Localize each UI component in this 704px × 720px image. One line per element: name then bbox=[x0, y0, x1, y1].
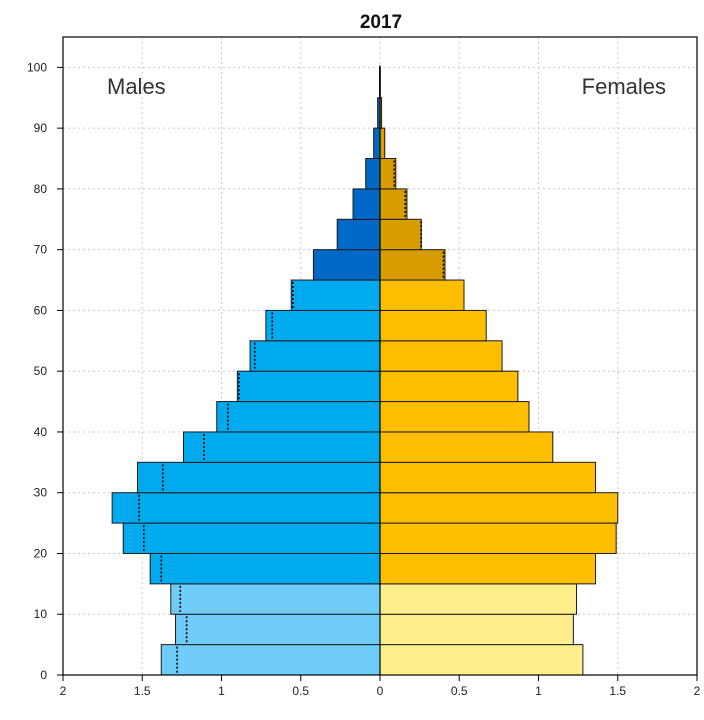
y-tick-label: 0 bbox=[40, 668, 47, 682]
y-axis-ticks: 0 10 20 30 40 50 60 70 80 90 100 bbox=[27, 60, 63, 682]
y-tick-label: 50 bbox=[34, 364, 48, 378]
male-bar-10-14 bbox=[170, 583, 381, 615]
females-label: Females bbox=[582, 74, 666, 99]
x-tick-label: 1 bbox=[218, 684, 225, 698]
female-bar-65-69 bbox=[379, 249, 446, 281]
female-bar-40-44 bbox=[379, 401, 530, 433]
male-bar-75-79 bbox=[352, 188, 381, 220]
male-bar-80-84 bbox=[365, 158, 381, 190]
female-bar-45-49 bbox=[379, 370, 519, 403]
female-bar-15-19 bbox=[379, 552, 597, 585]
y-tick-label: 40 bbox=[34, 425, 48, 439]
male-bar-70-74 bbox=[336, 218, 381, 251]
female-bar-75-79 bbox=[379, 188, 408, 220]
x-tick-label: 1.5 bbox=[134, 684, 151, 698]
male-bar-55-59 bbox=[265, 309, 381, 342]
male-bar-0-4 bbox=[160, 644, 381, 676]
male-bar-5-9 bbox=[175, 613, 381, 646]
male-bar-15-19 bbox=[149, 552, 381, 585]
x-tick-label: 0 bbox=[377, 684, 384, 698]
y-tick-label: 90 bbox=[34, 121, 48, 135]
male-bar-25-29 bbox=[111, 492, 381, 524]
female-bar-50-54 bbox=[379, 340, 503, 372]
female-bar-35-39 bbox=[379, 431, 554, 463]
reference-markers bbox=[138, 160, 445, 673]
males-label: Males bbox=[107, 74, 166, 99]
female-bar-10-14 bbox=[379, 583, 578, 615]
x-tick-label: 0.5 bbox=[292, 684, 309, 698]
male-bar-30-34 bbox=[136, 461, 381, 494]
male-bar-85-89 bbox=[373, 127, 381, 160]
female-bar-30-34 bbox=[379, 461, 597, 494]
y-tick-label: 30 bbox=[34, 486, 48, 500]
female-bar-60-64 bbox=[379, 279, 465, 311]
x-tick-label: 2 bbox=[60, 684, 67, 698]
female-bar-20-24 bbox=[379, 522, 617, 554]
female-bar-55-59 bbox=[379, 309, 487, 342]
male-bar-40-44 bbox=[216, 401, 381, 433]
female-bar-70-74 bbox=[379, 218, 422, 251]
x-axis-ticks: 2 1.5 1 0.5 0 0.5 1 1.5 2 bbox=[60, 675, 701, 698]
y-tick-label: 10 bbox=[34, 607, 48, 621]
male-bar-20-24 bbox=[122, 522, 381, 554]
male-bar-50-54 bbox=[249, 340, 381, 372]
male-bar-45-49 bbox=[236, 370, 381, 403]
male-bar-65-69 bbox=[312, 249, 381, 281]
female-bar-5-9 bbox=[379, 613, 574, 646]
female-bar-85-89 bbox=[379, 127, 386, 160]
x-tick-label: 1 bbox=[535, 684, 542, 698]
y-tick-label: 60 bbox=[34, 303, 48, 317]
x-tick-label: 0.5 bbox=[451, 684, 468, 698]
y-tick-label: 80 bbox=[34, 182, 48, 196]
female-bar-0-4 bbox=[379, 644, 584, 676]
x-tick-label: 1.5 bbox=[609, 684, 626, 698]
y-tick-label: 20 bbox=[34, 546, 48, 560]
y-tick-label: 100 bbox=[27, 60, 47, 74]
male-bar-35-39 bbox=[182, 431, 381, 463]
y-tick-label: 70 bbox=[34, 243, 48, 257]
chart-title: 2017 bbox=[360, 12, 402, 33]
x-tick-label: 2 bbox=[694, 684, 701, 698]
bars bbox=[111, 66, 619, 676]
female-bar-25-29 bbox=[379, 492, 619, 524]
male-bar-60-64 bbox=[290, 279, 381, 311]
